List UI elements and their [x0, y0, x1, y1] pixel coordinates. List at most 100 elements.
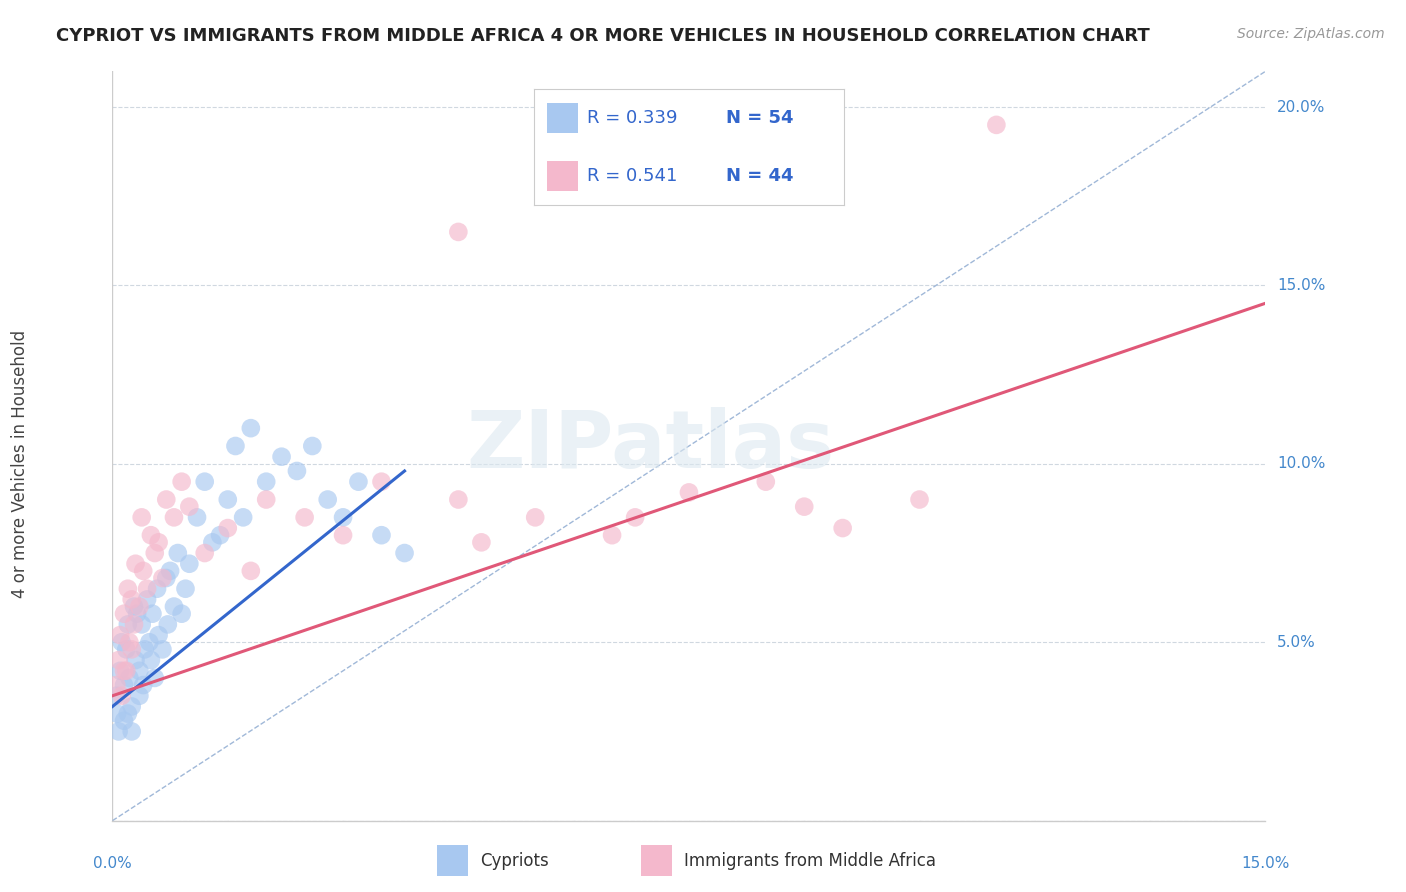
- Point: [143, 546, 166, 560]
- Point: [118, 635, 141, 649]
- Point: [124, 653, 146, 667]
- Point: [121, 642, 143, 657]
- Point: [285, 464, 308, 478]
- FancyBboxPatch shape: [437, 846, 468, 876]
- Point: [131, 510, 153, 524]
- Point: [986, 118, 1008, 132]
- Text: 0.0%: 0.0%: [93, 856, 132, 871]
- Point: [831, 521, 853, 535]
- Point: [678, 485, 700, 500]
- Text: 5.0%: 5.0%: [1277, 635, 1316, 649]
- Point: [118, 671, 141, 685]
- Point: [108, 628, 131, 642]
- Point: [112, 678, 135, 692]
- Text: R = 0.339: R = 0.339: [586, 109, 678, 128]
- Point: [755, 475, 778, 489]
- Point: [179, 557, 201, 571]
- Point: [447, 492, 470, 507]
- Text: 15.0%: 15.0%: [1241, 856, 1289, 871]
- Point: [600, 528, 623, 542]
- Point: [194, 475, 217, 489]
- Point: [115, 642, 138, 657]
- Point: [370, 475, 392, 489]
- Point: [224, 439, 246, 453]
- Point: [201, 535, 224, 549]
- Point: [163, 510, 186, 524]
- Point: [131, 617, 153, 632]
- Point: [270, 450, 292, 464]
- Point: [155, 571, 177, 585]
- Point: [143, 671, 166, 685]
- Text: 15.0%: 15.0%: [1277, 278, 1326, 293]
- Point: [148, 628, 170, 642]
- Point: [117, 617, 139, 632]
- Point: [132, 678, 155, 692]
- Point: [793, 500, 815, 514]
- Point: [122, 617, 145, 632]
- Text: ZIPatlas: ZIPatlas: [467, 407, 835, 485]
- Text: 10.0%: 10.0%: [1277, 457, 1326, 471]
- Point: [108, 664, 131, 678]
- Point: [132, 564, 155, 578]
- Point: [141, 607, 163, 621]
- Point: [232, 510, 254, 524]
- Point: [163, 599, 186, 614]
- Text: 20.0%: 20.0%: [1277, 100, 1326, 114]
- Point: [186, 510, 208, 524]
- Point: [121, 592, 143, 607]
- Point: [470, 535, 492, 549]
- Text: N = 54: N = 54: [725, 109, 793, 128]
- Point: [332, 510, 354, 524]
- FancyBboxPatch shape: [547, 161, 578, 191]
- Text: Source: ZipAtlas.com: Source: ZipAtlas.com: [1237, 27, 1385, 41]
- Point: [166, 546, 188, 560]
- Point: [105, 689, 128, 703]
- Point: [239, 564, 262, 578]
- Point: [139, 528, 162, 542]
- Point: [107, 724, 129, 739]
- Point: [117, 706, 139, 721]
- Point: [146, 582, 169, 596]
- Point: [624, 510, 647, 524]
- Point: [107, 653, 129, 667]
- Point: [152, 571, 174, 585]
- Point: [111, 635, 134, 649]
- Point: [112, 607, 135, 621]
- FancyBboxPatch shape: [641, 846, 672, 876]
- Point: [294, 510, 316, 524]
- Point: [136, 582, 159, 596]
- Point: [301, 439, 323, 453]
- Point: [128, 689, 150, 703]
- Point: [136, 592, 159, 607]
- Point: [117, 582, 139, 596]
- Point: [122, 599, 145, 614]
- Point: [209, 528, 232, 542]
- Text: CYPRIOT VS IMMIGRANTS FROM MIDDLE AFRICA 4 OR MORE VEHICLES IN HOUSEHOLD CORRELA: CYPRIOT VS IMMIGRANTS FROM MIDDLE AFRICA…: [56, 27, 1150, 45]
- Point: [105, 678, 128, 692]
- Point: [194, 546, 217, 560]
- Point: [179, 500, 201, 514]
- Point: [112, 664, 135, 678]
- Point: [125, 607, 148, 621]
- Point: [370, 528, 392, 542]
- Point: [152, 642, 174, 657]
- Point: [347, 475, 370, 489]
- Text: Cypriots: Cypriots: [481, 852, 548, 870]
- Point: [908, 492, 931, 507]
- Point: [128, 599, 150, 614]
- Text: 4 or more Vehicles in Household: 4 or more Vehicles in Household: [11, 330, 30, 598]
- Point: [121, 724, 143, 739]
- Point: [111, 689, 134, 703]
- Point: [115, 664, 138, 678]
- Point: [332, 528, 354, 542]
- Point: [447, 225, 470, 239]
- Point: [254, 475, 277, 489]
- Point: [139, 653, 162, 667]
- Point: [148, 535, 170, 549]
- Point: [138, 635, 160, 649]
- Point: [134, 642, 156, 657]
- Point: [159, 564, 181, 578]
- Point: [128, 664, 150, 678]
- Point: [121, 699, 143, 714]
- Point: [155, 492, 177, 507]
